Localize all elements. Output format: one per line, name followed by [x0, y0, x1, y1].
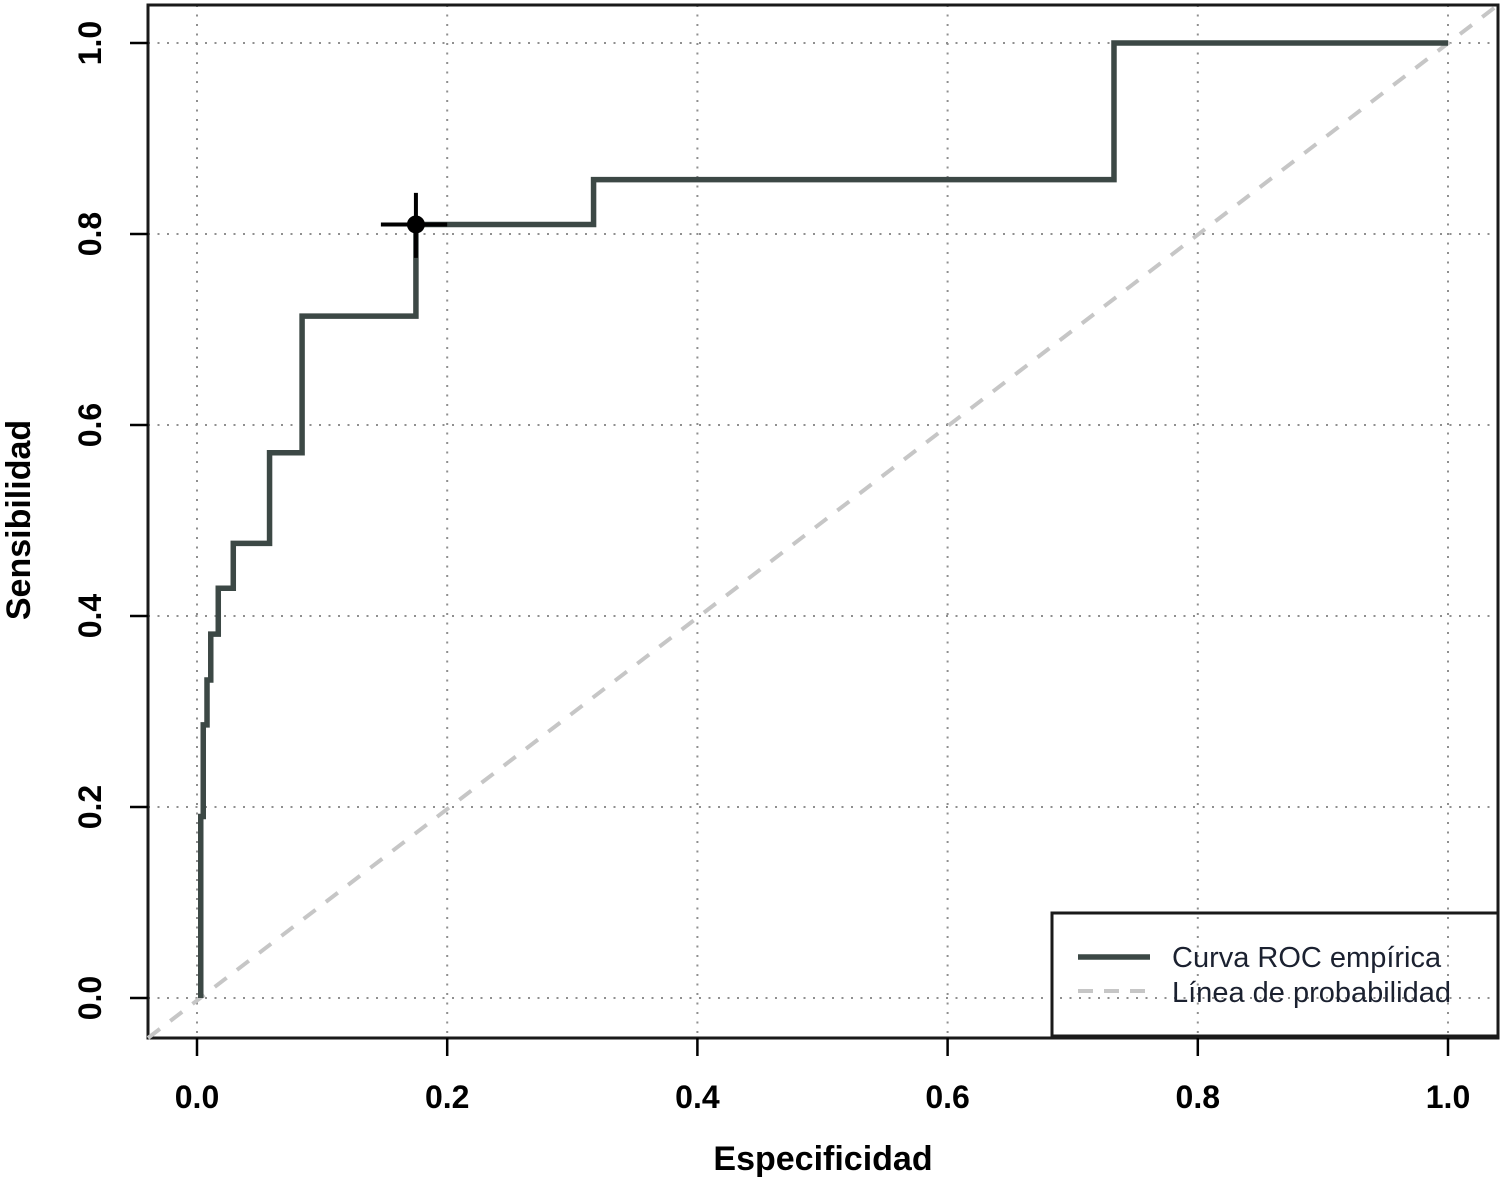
- y-tick-label: 0.8: [72, 212, 108, 256]
- x-tick-label: 0.4: [675, 1079, 720, 1115]
- y-axis-title: Sensibilidad: [0, 420, 38, 620]
- y-tick-label: 0.0: [72, 976, 108, 1020]
- y-tick-label: 1.0: [72, 21, 108, 65]
- roc-curve-line: [198, 40, 1448, 998]
- y-tick-label: 0.2: [72, 785, 108, 829]
- x-axis-title: Especificidad: [713, 1140, 932, 1178]
- axis-tick-labels: 0.0 0.2 0.4 0.6 0.8 1.0 0.0 0.2 0.4 0.6 0.8 1.0: [72, 21, 1470, 1115]
- x-tick-label: 0.2: [425, 1079, 469, 1115]
- legend-box: [1050, 911, 1500, 1038]
- x-tick-label: 1.0: [1426, 1079, 1470, 1115]
- chance-diagonal-line: [146, 3, 1500, 1040]
- legend-label-chance: Línea de probabilidad: [1172, 977, 1451, 1009]
- legend-label-roc: Curva ROC empírica: [1172, 942, 1442, 974]
- plot-area-border: [146, 3, 1500, 1040]
- optimal-point-marker: [380, 192, 448, 258]
- x-tick-label: 0.6: [925, 1079, 969, 1115]
- x-tick-label: 0.0: [175, 1079, 219, 1115]
- legend: Curva ROC empírica Línea de probabilidad: [1050, 911, 1500, 1038]
- x-tick-label: 0.8: [1176, 1079, 1220, 1115]
- y-tick-label: 0.6: [72, 403, 108, 447]
- y-tick-label: 0.4: [72, 594, 108, 639]
- axis-ticks: [130, 41, 1450, 1056]
- optimal-point-dot: [406, 215, 425, 234]
